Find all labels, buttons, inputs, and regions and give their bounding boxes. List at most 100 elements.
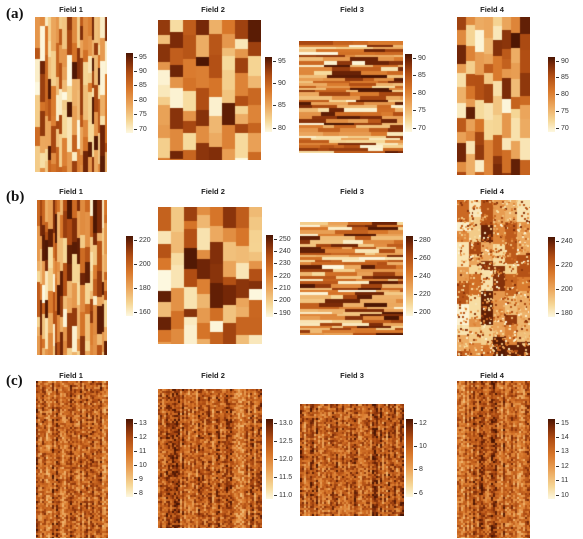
colorbar-tick: 220: [274, 272, 291, 280]
colorbar-tick: 10: [556, 491, 569, 499]
colorbar-tick: 250: [274, 235, 291, 243]
colorbar-tick: 80: [134, 96, 147, 104]
colorbar-tick: 200: [556, 285, 573, 293]
colorbar-tick: 220: [134, 236, 151, 244]
row-label-a: (a): [6, 6, 24, 22]
colorbar-tick: 12.0: [274, 455, 293, 463]
colorbar-tick: 95: [134, 53, 147, 61]
colorbar-tick: 70: [134, 125, 147, 133]
panel-title-b1: Field 1: [59, 187, 83, 196]
colorbar-b-field-3: [406, 236, 413, 316]
colorbar-tick: 80: [413, 89, 426, 97]
colorbar-c-field-1: [126, 419, 133, 497]
colorbar-c-field-2: [266, 419, 273, 499]
colorbar-tick: 220: [556, 261, 573, 269]
colorbar-tick: 80: [273, 124, 286, 132]
colorbar-tick: 85: [134, 82, 147, 90]
colorbar-tick: 85: [273, 102, 286, 110]
heatmap-b-field-4: [457, 200, 530, 356]
colorbar-tick: 90: [134, 67, 147, 75]
colorbar-tick: 90: [413, 54, 426, 62]
colorbar-tick: 11.0: [273, 491, 293, 499]
colorbar-tick: 75: [556, 107, 569, 115]
colorbar-tick: 13.0: [274, 419, 293, 427]
panel-title-a2: Field 2: [201, 5, 225, 14]
panel-title-a1: Field 1: [59, 5, 83, 14]
colorbar-tick: 210: [274, 284, 291, 292]
colorbar-tick: 280: [414, 236, 431, 244]
colorbar-tick: 190: [274, 309, 291, 317]
heatmap-c-field-2: [158, 389, 262, 528]
colorbar-tick: 230: [274, 260, 291, 268]
colorbar-tick: 240: [556, 237, 573, 245]
panel-title-c1: Field 1: [59, 371, 83, 380]
colorbar-tick: 9: [134, 475, 143, 483]
colorbar-a-field-1: [126, 53, 133, 133]
panel-title-c4: Field 4: [480, 371, 504, 380]
colorbar-b-field-1: [126, 236, 133, 316]
colorbar-tick: 85: [413, 72, 426, 79]
colorbar-a-field-4: [548, 57, 555, 132]
heatmap-b-field-3: [300, 222, 403, 335]
panel-title-c2: Field 2: [201, 371, 225, 380]
heatmap-c-field-1: [36, 381, 108, 538]
panel-title-b4: Field 4: [480, 187, 504, 196]
colorbar-tick: 14: [556, 433, 569, 441]
colorbar-tick: 80: [556, 91, 569, 98]
colorbar-tick: 240: [414, 272, 431, 280]
colorbar-tick: 13: [134, 419, 147, 427]
colorbar-b-field-2: [266, 235, 273, 317]
panel-title-b3: Field 3: [340, 187, 364, 196]
colorbar-tick: 11: [133, 447, 147, 455]
colorbar-tick: 13: [556, 448, 569, 456]
colorbar-tick: 260: [414, 254, 431, 262]
colorbar-tick: 12: [556, 462, 569, 470]
colorbar-a-field-3: [405, 54, 412, 132]
heatmap-a-field-1: [35, 17, 107, 172]
colorbar-tick: 11.5: [273, 473, 293, 481]
heatmap-a-field-4: [457, 17, 530, 175]
colorbar-tick: 12.5: [274, 437, 293, 445]
heatmap-a-field-3: [299, 41, 403, 153]
panel-title-a3: Field 3: [340, 5, 364, 14]
colorbar-tick: 70: [556, 124, 569, 132]
panel-title-c3: Field 3: [340, 371, 364, 380]
colorbar-tick: 12: [134, 433, 147, 441]
colorbar-tick: 8: [134, 489, 143, 497]
panel-title-a4: Field 4: [480, 5, 504, 14]
colorbar-tick: 160: [134, 308, 151, 316]
panel-title-b2: Field 2: [201, 187, 225, 196]
heatmap-a-field-2: [158, 20, 261, 160]
colorbar-tick: 180: [556, 309, 573, 317]
colorbar-tick: 85: [556, 74, 569, 82]
colorbar-tick: 10: [134, 461, 147, 469]
colorbar-tick: 95: [273, 57, 286, 65]
colorbar-tick: 75: [413, 107, 426, 114]
colorbar-a-field-2: [265, 57, 272, 132]
colorbar-tick: 240: [274, 247, 291, 255]
colorbar-tick: 200: [414, 308, 431, 316]
colorbar-tick: 15: [556, 419, 569, 427]
colorbar-tick: 90: [273, 79, 286, 87]
colorbar-c-field-3: [406, 419, 413, 497]
heatmap-b-field-1: [37, 200, 107, 355]
heatmap-c-field-4: [457, 381, 530, 538]
row-label-b: (b): [6, 189, 25, 205]
colorbar-tick: 11: [555, 477, 569, 485]
colorbar-tick: 200: [134, 260, 151, 268]
colorbar-tick: 70: [413, 124, 426, 132]
row-label-c: (c): [6, 373, 23, 389]
colorbar-tick: 200: [274, 297, 291, 305]
colorbar-tick: 12: [414, 419, 427, 427]
colorbar-tick: 220: [414, 290, 431, 298]
heatmap-c-field-3: [300, 404, 404, 516]
colorbar-tick: 10: [414, 442, 427, 450]
colorbar-c-field-4: [548, 419, 555, 499]
colorbar-b-field-4: [548, 237, 555, 317]
heatmap-b-field-2: [158, 207, 262, 344]
colorbar-tick: 180: [134, 284, 151, 292]
colorbar-tick: 8: [414, 466, 423, 474]
colorbar-tick: 90: [556, 57, 569, 65]
colorbar-tick: 75: [134, 111, 147, 119]
